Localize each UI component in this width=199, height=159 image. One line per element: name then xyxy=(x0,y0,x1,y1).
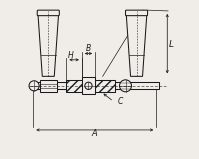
Circle shape xyxy=(29,81,39,91)
Text: A: A xyxy=(92,129,98,138)
Polygon shape xyxy=(126,15,147,76)
Polygon shape xyxy=(38,15,59,76)
Bar xyxy=(66,80,82,92)
Text: C: C xyxy=(118,97,123,106)
Circle shape xyxy=(120,80,132,92)
Text: H: H xyxy=(68,51,74,60)
Text: L: L xyxy=(169,40,174,49)
Bar xyxy=(95,80,115,92)
Bar xyxy=(82,77,95,94)
FancyBboxPatch shape xyxy=(37,10,59,16)
Circle shape xyxy=(85,82,92,90)
Text: B: B xyxy=(86,44,91,53)
Bar xyxy=(40,80,57,92)
FancyBboxPatch shape xyxy=(126,10,148,16)
Bar xyxy=(33,82,159,89)
